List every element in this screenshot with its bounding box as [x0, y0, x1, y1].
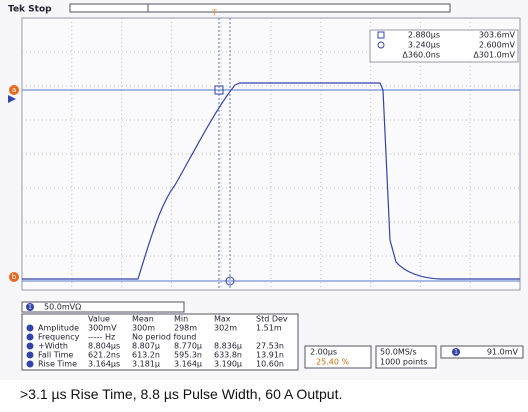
- cell: 3.190µ: [214, 360, 242, 369]
- cell: 613.2n: [132, 351, 160, 360]
- trigger-marker: T: [211, 9, 217, 18]
- measurements: Value Mean Min Max Std Dev Amplitude 300mV 300m…: [21, 313, 299, 371]
- cell: 13.91n: [256, 351, 284, 360]
- scope-screen: Tek Stop T a b 2.880µs 303.6mV 3.240µs 2…: [8, 3, 524, 371]
- waveform: [22, 82, 520, 280]
- timebase-pos: 25.40 %: [316, 358, 349, 367]
- acq-length: 1000 points: [380, 358, 427, 367]
- marker-b: [9, 272, 19, 282]
- marker-a-label: a: [12, 86, 16, 94]
- meas-box: [21, 313, 299, 371]
- cursor-square: [214, 85, 224, 95]
- marker-a: [9, 85, 19, 95]
- marker-b-label: b: [12, 273, 17, 281]
- col-header: Std Dev: [256, 315, 288, 324]
- row-icon: [26, 342, 34, 350]
- delta-time: Δ360.0ns: [402, 51, 440, 60]
- timebase-box: [304, 345, 372, 369]
- trigger-box: [440, 345, 524, 359]
- cell: 8.770µ: [174, 342, 202, 351]
- cell: 621.2ns: [88, 351, 120, 360]
- cell: ----- Hz: [88, 333, 115, 342]
- col-header: Value: [88, 315, 110, 324]
- record-bar: [69, 3, 451, 13]
- a-value: 303.6mV: [479, 31, 516, 40]
- cell: 8.836µ: [214, 342, 242, 351]
- b-value: 2.600mV: [479, 41, 516, 50]
- trig-source: 1: [454, 349, 458, 356]
- acq-box: [375, 345, 437, 369]
- b-time: 3.240µs: [408, 41, 440, 50]
- row-icon: [26, 324, 34, 332]
- cell: 3.181µ: [132, 360, 160, 369]
- icon-circle: [377, 41, 385, 49]
- channel-box: [21, 301, 185, 313]
- cell: 8.807µ: [132, 342, 160, 351]
- row-icon: [26, 351, 34, 359]
- ch1-ref: [8, 95, 16, 103]
- col-header: Mean: [132, 315, 154, 324]
- status: Tek Stop: [8, 5, 52, 15]
- cell: 10.60n: [256, 360, 284, 369]
- caption: >3.1 µs Rise Time, 8.8 µs Pulse Width, 6…: [20, 386, 343, 402]
- delta-value: Δ301.0mV: [473, 51, 515, 60]
- cursor-readout: [369, 29, 519, 63]
- col-header: Min: [174, 315, 188, 324]
- row-icon: [26, 360, 34, 368]
- cell: 298m: [174, 324, 197, 333]
- trig-level: 91.0mV: [487, 348, 519, 357]
- cell: 300mV: [88, 324, 117, 333]
- cell: 8.804µs: [88, 342, 120, 351]
- row-icon: [26, 333, 34, 341]
- ch-scale: 50.0mVΩ: [44, 303, 81, 312]
- row-label: Fall Time: [38, 351, 73, 360]
- row-label: Frequency: [38, 333, 80, 342]
- grid: [22, 18, 520, 290]
- cell: 3.164µ: [174, 360, 202, 369]
- cell: 302m: [214, 324, 237, 333]
- cell: 27.53n: [256, 342, 284, 351]
- cell: 3.164µs: [88, 360, 120, 369]
- timebase-scale: 2.00µs: [310, 348, 337, 357]
- cell: 1.51m: [256, 324, 282, 333]
- row-label: Rise Time: [38, 360, 77, 369]
- cursor-circle: [225, 276, 235, 286]
- cell: 595.3n: [174, 351, 202, 360]
- cell: 633.8n: [214, 351, 242, 360]
- trig-icon: [452, 348, 460, 356]
- acq-rate: 50.0MS/s: [380, 348, 417, 357]
- ch-number: 1: [28, 304, 32, 311]
- icon-square: [377, 31, 385, 39]
- cell: 300m: [132, 324, 155, 333]
- col-header: Max: [214, 315, 231, 324]
- row-label: +Width: [38, 342, 68, 351]
- cell: No period found: [132, 333, 196, 342]
- a-time: 2.880µs: [408, 31, 440, 40]
- ch-icon: [26, 303, 34, 311]
- row-label: Amplitude: [38, 324, 79, 333]
